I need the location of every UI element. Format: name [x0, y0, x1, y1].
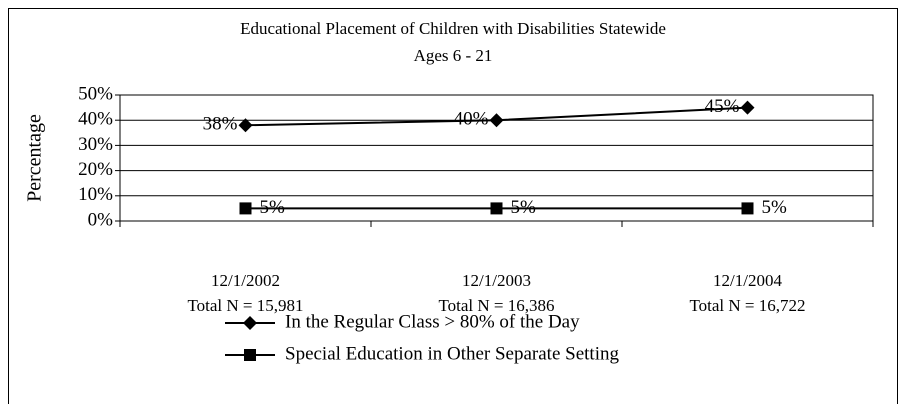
data-label: 45%: [705, 96, 740, 117]
chart-title: Educational Placement of Children with D…: [240, 19, 666, 38]
x-tick-label: 12/1/2002: [211, 271, 280, 290]
data-label: 5%: [762, 197, 788, 218]
y-tick-label: 0%: [88, 209, 114, 230]
marker: [238, 118, 253, 133]
legend-label: In the Regular Class > 80% of the Day: [285, 311, 580, 332]
x-tick-sublabel: Total N = 16,722: [689, 296, 805, 315]
y-axis-label: Percentage: [24, 114, 46, 202]
marker: [243, 316, 257, 330]
data-label: 5%: [260, 197, 286, 218]
y-tick-label: 50%: [78, 83, 113, 104]
y-tick-label: 40%: [78, 109, 113, 130]
marker: [490, 202, 503, 215]
x-tick-label: 12/1/2004: [713, 271, 782, 290]
marker: [740, 100, 755, 115]
marker: [741, 202, 754, 215]
marker: [239, 202, 252, 215]
x-tick-sublabel: Total N = 15,981: [187, 296, 303, 315]
x-tick-sublabel: Total N = 16,386: [438, 296, 554, 315]
marker: [244, 349, 256, 361]
x-tick-label: 12/1/2003: [462, 271, 531, 290]
y-tick-label: 30%: [78, 134, 113, 155]
data-label: 40%: [454, 109, 489, 130]
data-label: 5%: [511, 197, 537, 218]
data-label: 38%: [203, 114, 238, 135]
y-tick-label: 10%: [78, 184, 113, 205]
chart-frame: [8, 8, 898, 404]
legend-label: Special Education in Other Separate Sett…: [285, 343, 619, 364]
chart-subtitle: Ages 6 - 21: [414, 46, 493, 65]
y-tick-label: 20%: [78, 159, 113, 180]
marker: [489, 113, 504, 128]
plot-area: [119, 94, 874, 222]
